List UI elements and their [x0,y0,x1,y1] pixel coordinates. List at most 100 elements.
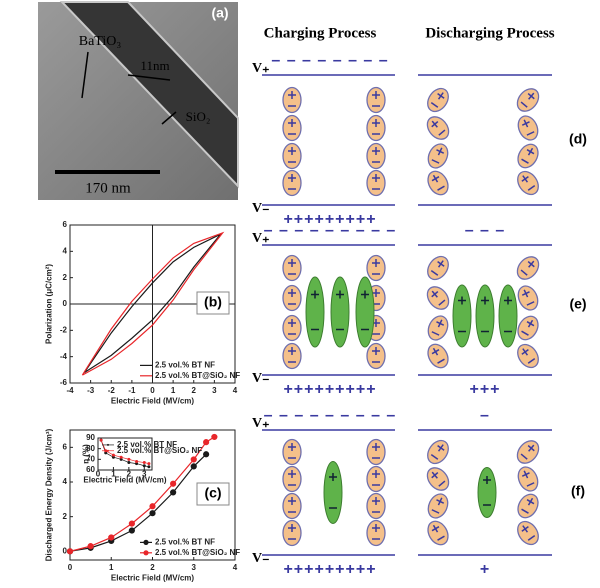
dipole [366,438,386,466]
dipole [427,493,449,519]
charge: +++++++++ [283,561,376,578]
grain-body [330,276,350,348]
minus-sign [526,301,535,306]
dipole [516,440,540,464]
dipole-body [427,87,449,113]
marker [108,534,115,541]
polarized-grain [475,284,495,348]
plus-sign [523,119,529,128]
tem-image: BaTiO₃ 11nm SiO₂ 170 nm (a) [38,1,239,200]
charge: +++++++++ [283,381,376,398]
y-tick-label: 0 [63,546,68,555]
minus-sign [526,482,535,487]
legend-label: 2.5 vol.% BT NF [155,361,215,370]
v-plus: V₊ [252,231,270,246]
y-tick-label: 90 [86,433,95,442]
rod [59,1,239,189]
minus-sign [430,102,439,108]
charge: – [480,407,490,424]
dipole-body [517,170,539,196]
marker [128,520,135,527]
polarized-grain [355,276,375,348]
dipole-body [366,169,386,197]
v-minus: V₋ [252,551,270,566]
minus-sign [526,131,535,136]
marker [127,461,131,465]
y-tick-label: -2 [60,325,68,334]
dipole-body [427,170,449,196]
dipole-body [282,342,302,370]
polarized-grain [323,461,343,524]
legend-marker [143,550,149,556]
grain-body [498,284,518,348]
charge: – – – – – – – – – [264,407,397,424]
shell-label: SiO₂ [186,109,211,124]
dipole [366,492,386,520]
panel-label-box [196,482,230,506]
marker [203,439,210,446]
grain-body [452,284,472,348]
dipole [427,143,449,169]
charge: + [480,561,490,578]
minus-sign [430,454,439,460]
dipole [282,284,302,312]
y-tick-label: 6 [63,442,68,451]
dipole-body [426,116,450,140]
dipole-body [282,492,302,520]
y-tick-label: 70 [86,454,95,463]
v-plus: V₊ [252,416,270,431]
y-tick-label: 0 [63,299,68,308]
dipole-body [517,343,539,369]
plus-sign [432,524,439,533]
dipole [282,314,302,342]
minus-sign [520,453,528,460]
dipole-body [282,284,302,312]
dipole-body [366,519,386,547]
plus-sign [522,175,529,183]
x-tick-label: -1 [128,386,136,395]
plus-sign [437,147,443,156]
dipole [282,492,302,520]
legend-label: 2.5 vol.% BT NF [155,538,215,547]
marker [190,463,197,470]
legend-marker [107,443,109,446]
marker [127,457,131,461]
dipole-body [282,438,302,466]
dipole-body [366,86,386,114]
dipole [282,519,302,547]
dipole-body [517,493,539,519]
dipole [517,343,539,369]
minus-sign [520,101,528,108]
dipole [427,87,449,113]
plus-sign [522,525,529,533]
plus-sign [431,290,438,298]
minus-sign [438,299,446,306]
dipole [427,170,449,196]
x-tick-label: -3 [87,386,95,395]
v-minus: V₋ [252,201,270,216]
plus-sign [437,92,444,100]
minus-sign [431,331,440,336]
dipole-body [282,465,302,493]
dipole-body [366,114,386,142]
dipole-body [366,254,386,282]
panel-label: (a) [211,5,228,21]
dipole [366,519,386,547]
marker [149,503,156,510]
marker [135,459,139,463]
x-tick-label: -4 [66,386,74,395]
marker [142,464,146,468]
x-tick-label: 3 [192,563,197,572]
marker [190,456,197,463]
legend-label: 2.5 vol.% BT@SiO₂ NF [117,446,202,455]
y-tick-label: 80 [86,444,95,453]
charge: – – – – – – – – – [264,222,397,239]
dipole [517,143,539,169]
dipole [517,170,539,196]
panel-label-box [196,291,230,315]
y-axis-label: Polarization (μC/cm²) [44,264,53,344]
dipole-body [282,254,302,282]
x-tick-label: 0 [96,470,101,479]
marker [128,527,135,534]
dipole-body [517,143,539,169]
